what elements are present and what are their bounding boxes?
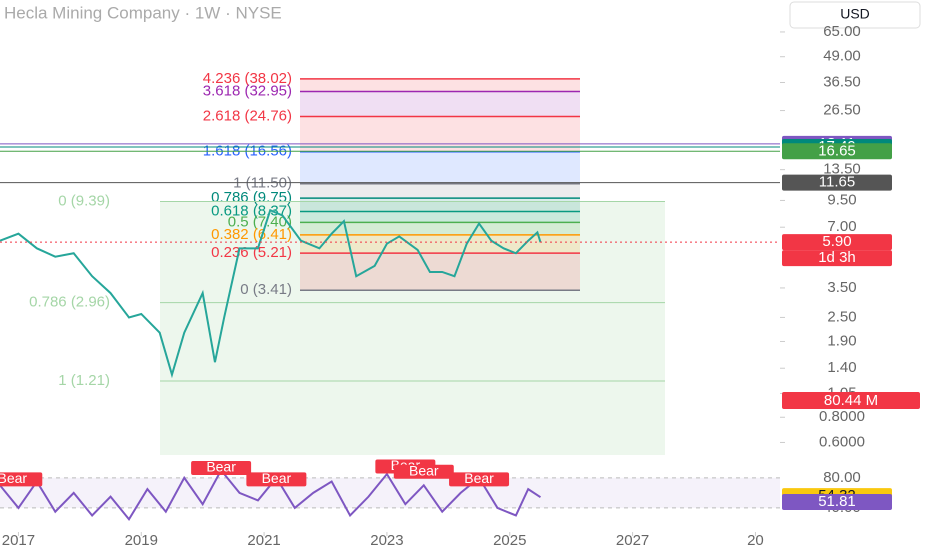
x-tick-label: 2019 bbox=[125, 532, 158, 549]
volume-badge bbox=[782, 392, 920, 409]
price-badge bbox=[782, 143, 892, 160]
fib-label: 1 (11.50) bbox=[233, 175, 292, 192]
rsi-badge-label: 51.81 bbox=[818, 493, 856, 510]
y-tick-label: 49.00 bbox=[823, 48, 861, 65]
x-tick-label: 2025 bbox=[493, 532, 526, 549]
fib-label: 0 (3.41) bbox=[240, 281, 292, 298]
countdown: 1d 3h bbox=[818, 249, 856, 266]
fib-label: 2.618 (24.76) bbox=[203, 107, 292, 124]
fib-zone bbox=[300, 78, 580, 92]
x-tick-label: 2027 bbox=[616, 532, 649, 549]
x-tick-label: 2021 bbox=[247, 532, 280, 549]
price-badge-label: 5.90 bbox=[822, 233, 851, 250]
y-tick-label: 0.8000 bbox=[819, 408, 865, 425]
bear-signal-label: Bear bbox=[206, 459, 236, 475]
bear-signal bbox=[393, 464, 454, 479]
price-badge bbox=[782, 174, 892, 191]
bear-signal-label: Bear bbox=[464, 470, 494, 486]
rsi-tick-label: 80.00 bbox=[823, 469, 861, 486]
currency[interactable]: USD bbox=[840, 6, 870, 22]
old-fib-label: 0.786 (2.96) bbox=[29, 294, 110, 311]
fib-label: 3.618 (32.95) bbox=[203, 82, 292, 99]
y-tick-label: 26.50 bbox=[823, 102, 861, 119]
currency-button[interactable] bbox=[789, 1, 921, 29]
fib-label: 0.5 (7.40) bbox=[228, 213, 292, 230]
fib-zone bbox=[300, 234, 580, 254]
y-tick-label: 36.50 bbox=[823, 73, 861, 90]
x-tick-label: 2017 bbox=[2, 532, 35, 549]
fib-zone bbox=[300, 91, 580, 117]
fib-zone bbox=[300, 151, 580, 184]
y-tick-label: 9.50 bbox=[827, 191, 856, 208]
fib-zone bbox=[300, 198, 580, 212]
fib-zone bbox=[300, 116, 580, 152]
price-badge-label: 11.65 bbox=[819, 174, 855, 191]
fib-zone bbox=[300, 211, 580, 223]
price-axis-panel bbox=[780, 0, 932, 550]
bear-signal bbox=[449, 472, 510, 487]
fib-label: 0.236 (5.21) bbox=[211, 244, 292, 261]
bear-signal bbox=[246, 472, 307, 487]
fib-label: 0.618 (8.37) bbox=[211, 203, 292, 220]
price-badge bbox=[782, 234, 892, 251]
old-fib-label: 0 (9.39) bbox=[58, 192, 110, 209]
rsi-band bbox=[0, 477, 780, 508]
x-tick-label: 20 bbox=[747, 532, 764, 549]
chart-title: Hecla Mining Company · 1W · NYSE bbox=[4, 3, 282, 22]
x-tick-label: 2023 bbox=[370, 532, 403, 549]
bear-signal bbox=[0, 472, 43, 487]
y-tick-label: 1.90 bbox=[827, 332, 856, 349]
bear-signal-label: Bear bbox=[409, 462, 439, 478]
y-tick-label: 7.00 bbox=[827, 218, 856, 235]
price-badge-label: 16.65 bbox=[818, 142, 856, 159]
y-tick-label: 13.50 bbox=[823, 161, 861, 178]
fib-label: 0.382 (6.41) bbox=[211, 226, 292, 243]
volume-badge-label: 80.44 M bbox=[824, 392, 878, 409]
fib-zone bbox=[300, 183, 580, 199]
bear-signal-label: Bear bbox=[0, 470, 27, 486]
bear-signal bbox=[191, 461, 252, 476]
fib-zone bbox=[300, 222, 580, 235]
y-tick-label: 1.40 bbox=[827, 359, 856, 376]
old-fib-label: 1 (1.21) bbox=[58, 372, 110, 389]
bear-signal-label: Bear bbox=[262, 470, 292, 486]
rsi-badge bbox=[782, 494, 892, 511]
countdown-badge bbox=[782, 250, 892, 267]
projection-zone bbox=[160, 201, 665, 455]
y-tick-label: 65.00 bbox=[823, 23, 861, 40]
y-tick-label: 0.6000 bbox=[819, 433, 865, 450]
price-line bbox=[0, 208, 542, 379]
y-tick-label: 2.50 bbox=[827, 308, 856, 325]
y-tick-label: 3.50 bbox=[827, 279, 856, 296]
fib-label: 4.236 (38.02) bbox=[203, 70, 292, 87]
